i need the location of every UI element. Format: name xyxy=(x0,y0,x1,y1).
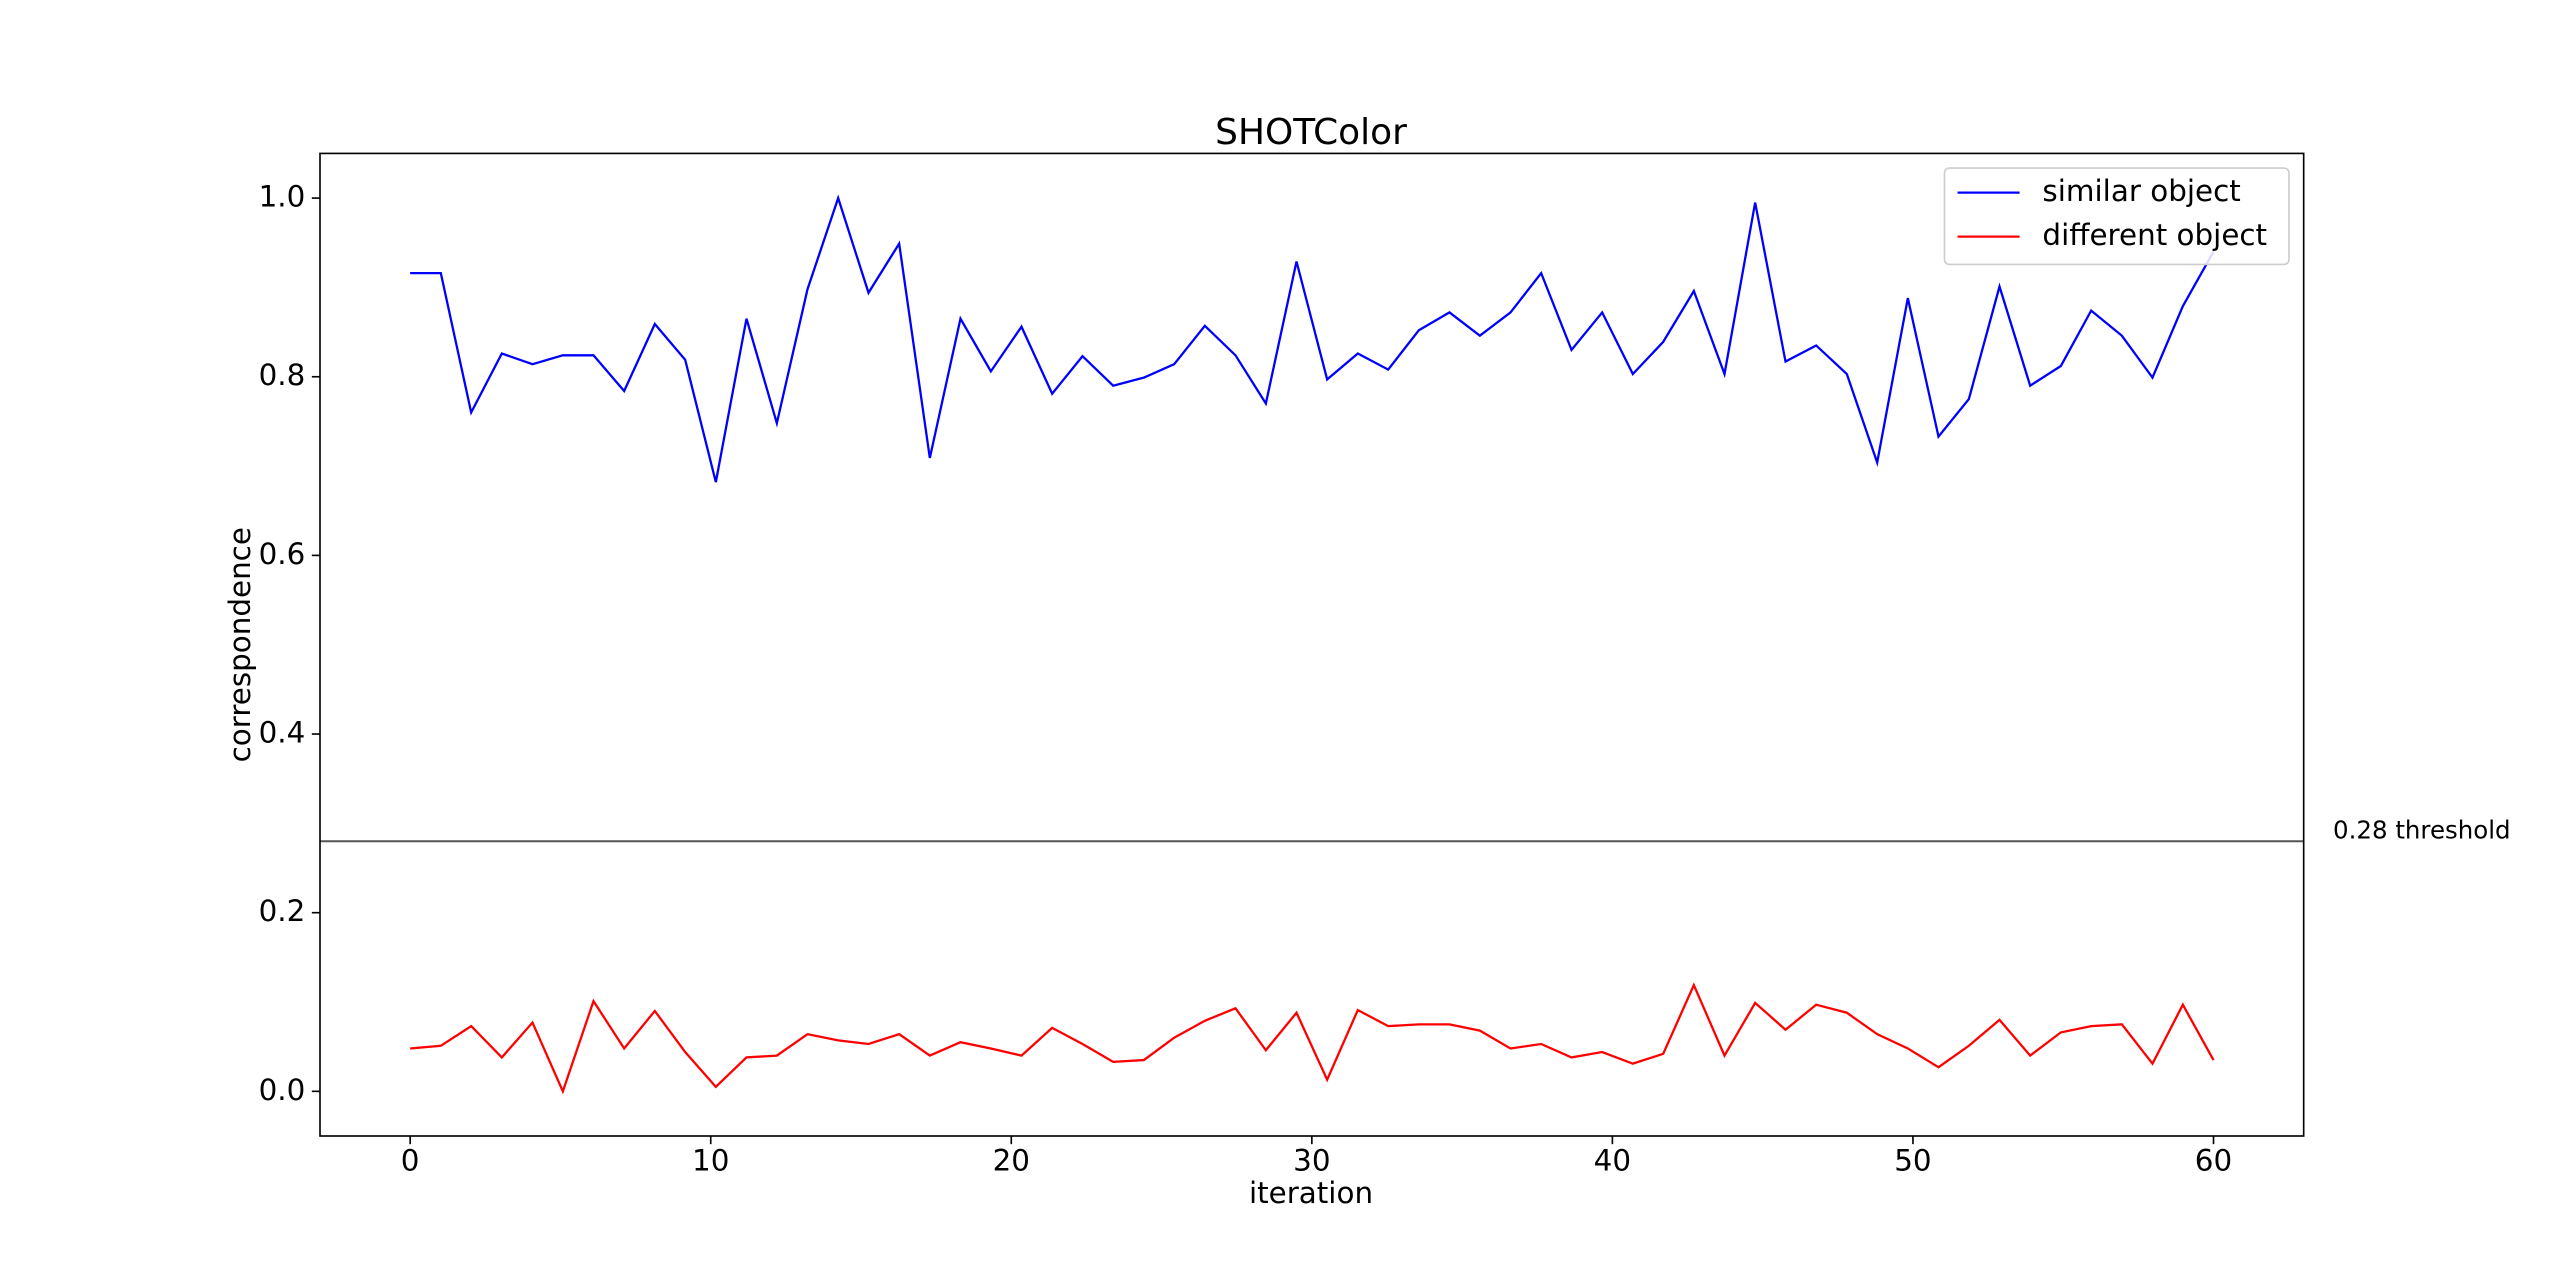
x-tick-label: 10 xyxy=(692,1144,729,1178)
x-tick-label: 40 xyxy=(1594,1144,1631,1178)
y-tick-label: 0.0 xyxy=(259,1073,306,1107)
chart-title: SHOTColor xyxy=(1215,112,1407,153)
legend-label: different object xyxy=(2042,218,2267,252)
y-tick-label: 0.2 xyxy=(259,894,306,928)
y-tick-label: 1.0 xyxy=(259,180,306,214)
x-tick-label: 60 xyxy=(2195,1144,2232,1178)
x-tick-label: 20 xyxy=(993,1144,1030,1178)
x-tick-label: 0 xyxy=(401,1144,420,1178)
data-line xyxy=(410,982,2215,1095)
y-tick-label: 0.6 xyxy=(259,537,306,571)
y-tick-label: 0.8 xyxy=(259,358,306,392)
x-tick-label: 50 xyxy=(1894,1144,1931,1178)
x-axis-label: iteration xyxy=(1249,1176,1373,1210)
plot-frame xyxy=(319,152,2305,1137)
x-tick-label: 30 xyxy=(1293,1144,1330,1178)
legend-box xyxy=(1943,167,2290,266)
y-axis-label: correspondence xyxy=(223,527,257,762)
y-tick-label: 0.4 xyxy=(259,716,306,750)
legend-label: similar object xyxy=(2042,174,2240,208)
threshold-label: 0.28 threshold xyxy=(2333,815,2511,844)
data-line xyxy=(410,194,2215,483)
